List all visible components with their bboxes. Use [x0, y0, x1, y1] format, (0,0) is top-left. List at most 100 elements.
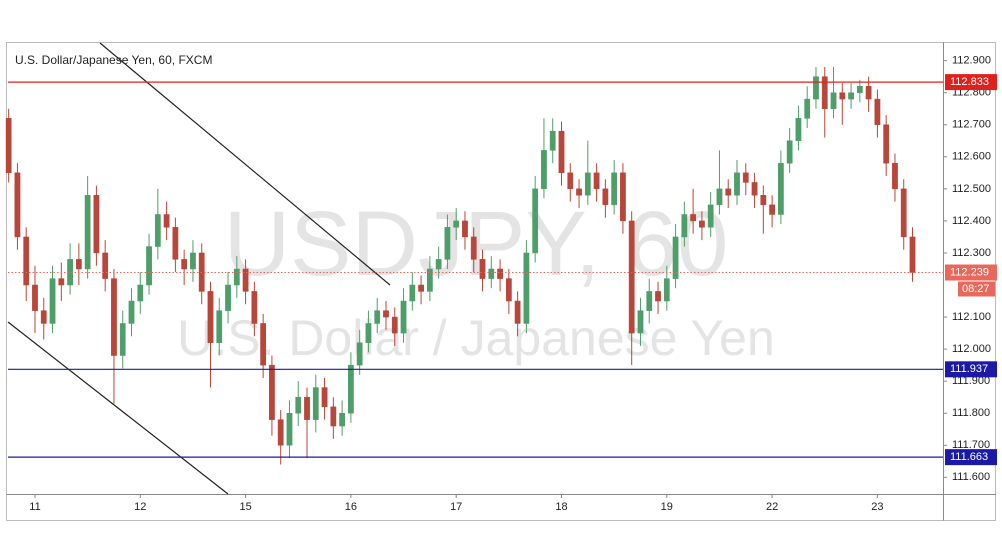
- candle-body: [541, 150, 547, 190]
- x-tick-label: 15: [239, 501, 251, 513]
- candle-body: [356, 342, 363, 366]
- candle-body: [523, 252, 530, 324]
- candle-body: [225, 284, 231, 311]
- candle-body: [111, 278, 117, 356]
- candle-body: [620, 172, 626, 222]
- candle-body: [795, 118, 802, 142]
- candle-body: [804, 98, 811, 119]
- candle-body: [14, 172, 21, 238]
- candle-body: [856, 86, 863, 93]
- y-tick-label: 112.500: [952, 183, 991, 195]
- candle-body: [330, 406, 337, 427]
- candle-body: [479, 259, 486, 279]
- candle-body: [348, 364, 354, 414]
- candle-body: [163, 214, 170, 228]
- candle-body: [119, 323, 126, 356]
- candle-body: [470, 236, 477, 260]
- candle-body: [909, 236, 916, 273]
- candle-body: [900, 188, 907, 238]
- candle-body: [769, 204, 775, 215]
- level-label-box: [945, 74, 997, 91]
- candle-body: [286, 412, 293, 446]
- candle-body: [32, 284, 38, 311]
- candle-body: [734, 172, 740, 196]
- candle-body: [435, 259, 442, 270]
- candle-body: [549, 130, 556, 151]
- candle-body: [418, 284, 424, 292]
- candle-body: [5, 118, 12, 174]
- candle-body: [655, 291, 661, 302]
- candle-body: [339, 412, 345, 427]
- x-tick-label: 18: [555, 501, 567, 513]
- countdown-box: [958, 281, 995, 297]
- x-tick-label: 19: [661, 501, 673, 513]
- candle-body: [172, 227, 179, 260]
- y-tick-label: 112.900: [952, 55, 991, 67]
- candle-body: [839, 92, 846, 100]
- candle-body: [49, 278, 56, 324]
- candle-body: [558, 130, 565, 174]
- candle-body: [374, 310, 381, 324]
- candle-body: [93, 195, 100, 254]
- candle-body: [146, 246, 152, 286]
- candle-body: [409, 284, 416, 302]
- candle-body: [690, 214, 697, 222]
- level-label: 112.833: [950, 76, 989, 88]
- countdown-label: 08:27: [962, 283, 990, 295]
- candle-body: [672, 236, 679, 279]
- candle-body: [830, 92, 837, 109]
- candle-body: [154, 214, 161, 247]
- frame: [6, 42, 996, 521]
- candle-body: [75, 259, 82, 270]
- candle-body: [699, 220, 705, 228]
- candle-body: [190, 252, 196, 270]
- candle-body: [865, 86, 872, 100]
- y-tick-label: 112.400: [952, 215, 991, 227]
- level-label: 111.663: [950, 451, 988, 463]
- y-tick-label: 112.300: [952, 247, 991, 259]
- candle-body: [874, 98, 881, 125]
- last-price-box: [945, 264, 997, 281]
- candle-body: [400, 300, 407, 334]
- candle-body: [277, 419, 284, 446]
- y-tick-label: 111.800: [952, 407, 990, 419]
- candle-body: [751, 182, 758, 196]
- candle-body: [663, 278, 670, 302]
- level-label-box: [945, 449, 997, 466]
- candle-body: [242, 268, 249, 292]
- candle-body: [312, 387, 319, 420]
- candle-body: [444, 227, 451, 260]
- candle-body: [488, 268, 495, 279]
- candle-body: [383, 310, 389, 318]
- candle-body: [426, 268, 433, 292]
- candle-body: [181, 259, 188, 270]
- y-tick-label: 112.700: [952, 119, 991, 131]
- x-tick-label: 16: [345, 501, 357, 513]
- candle-body: [321, 387, 328, 408]
- candle-body: [584, 172, 591, 196]
- trend-line: [7, 321, 229, 495]
- candle-body: [725, 188, 732, 196]
- candle-body: [883, 124, 890, 164]
- x-tick-label: 11: [29, 501, 40, 513]
- level-label: 111.937: [950, 363, 988, 375]
- candle-body: [646, 291, 653, 311]
- candle-body: [40, 310, 47, 324]
- y-tick-label: 111.600: [952, 471, 990, 483]
- x-tick-label: 22: [766, 501, 778, 513]
- candle-body: [216, 310, 223, 343]
- candle-body: [681, 214, 688, 238]
- candle-body: [58, 278, 65, 286]
- candle-body: [777, 162, 784, 215]
- candle-body: [892, 162, 898, 190]
- candle-body: [602, 188, 609, 206]
- candle-body: [593, 172, 600, 190]
- x-tick-label: 23: [871, 501, 883, 513]
- y-tick-label: 112.000: [952, 343, 991, 355]
- candle-body: [304, 396, 310, 420]
- last-price-label: 112.239: [950, 266, 989, 278]
- candle-body: [637, 310, 644, 334]
- candle-body: [233, 268, 240, 286]
- candle-body: [67, 259, 73, 286]
